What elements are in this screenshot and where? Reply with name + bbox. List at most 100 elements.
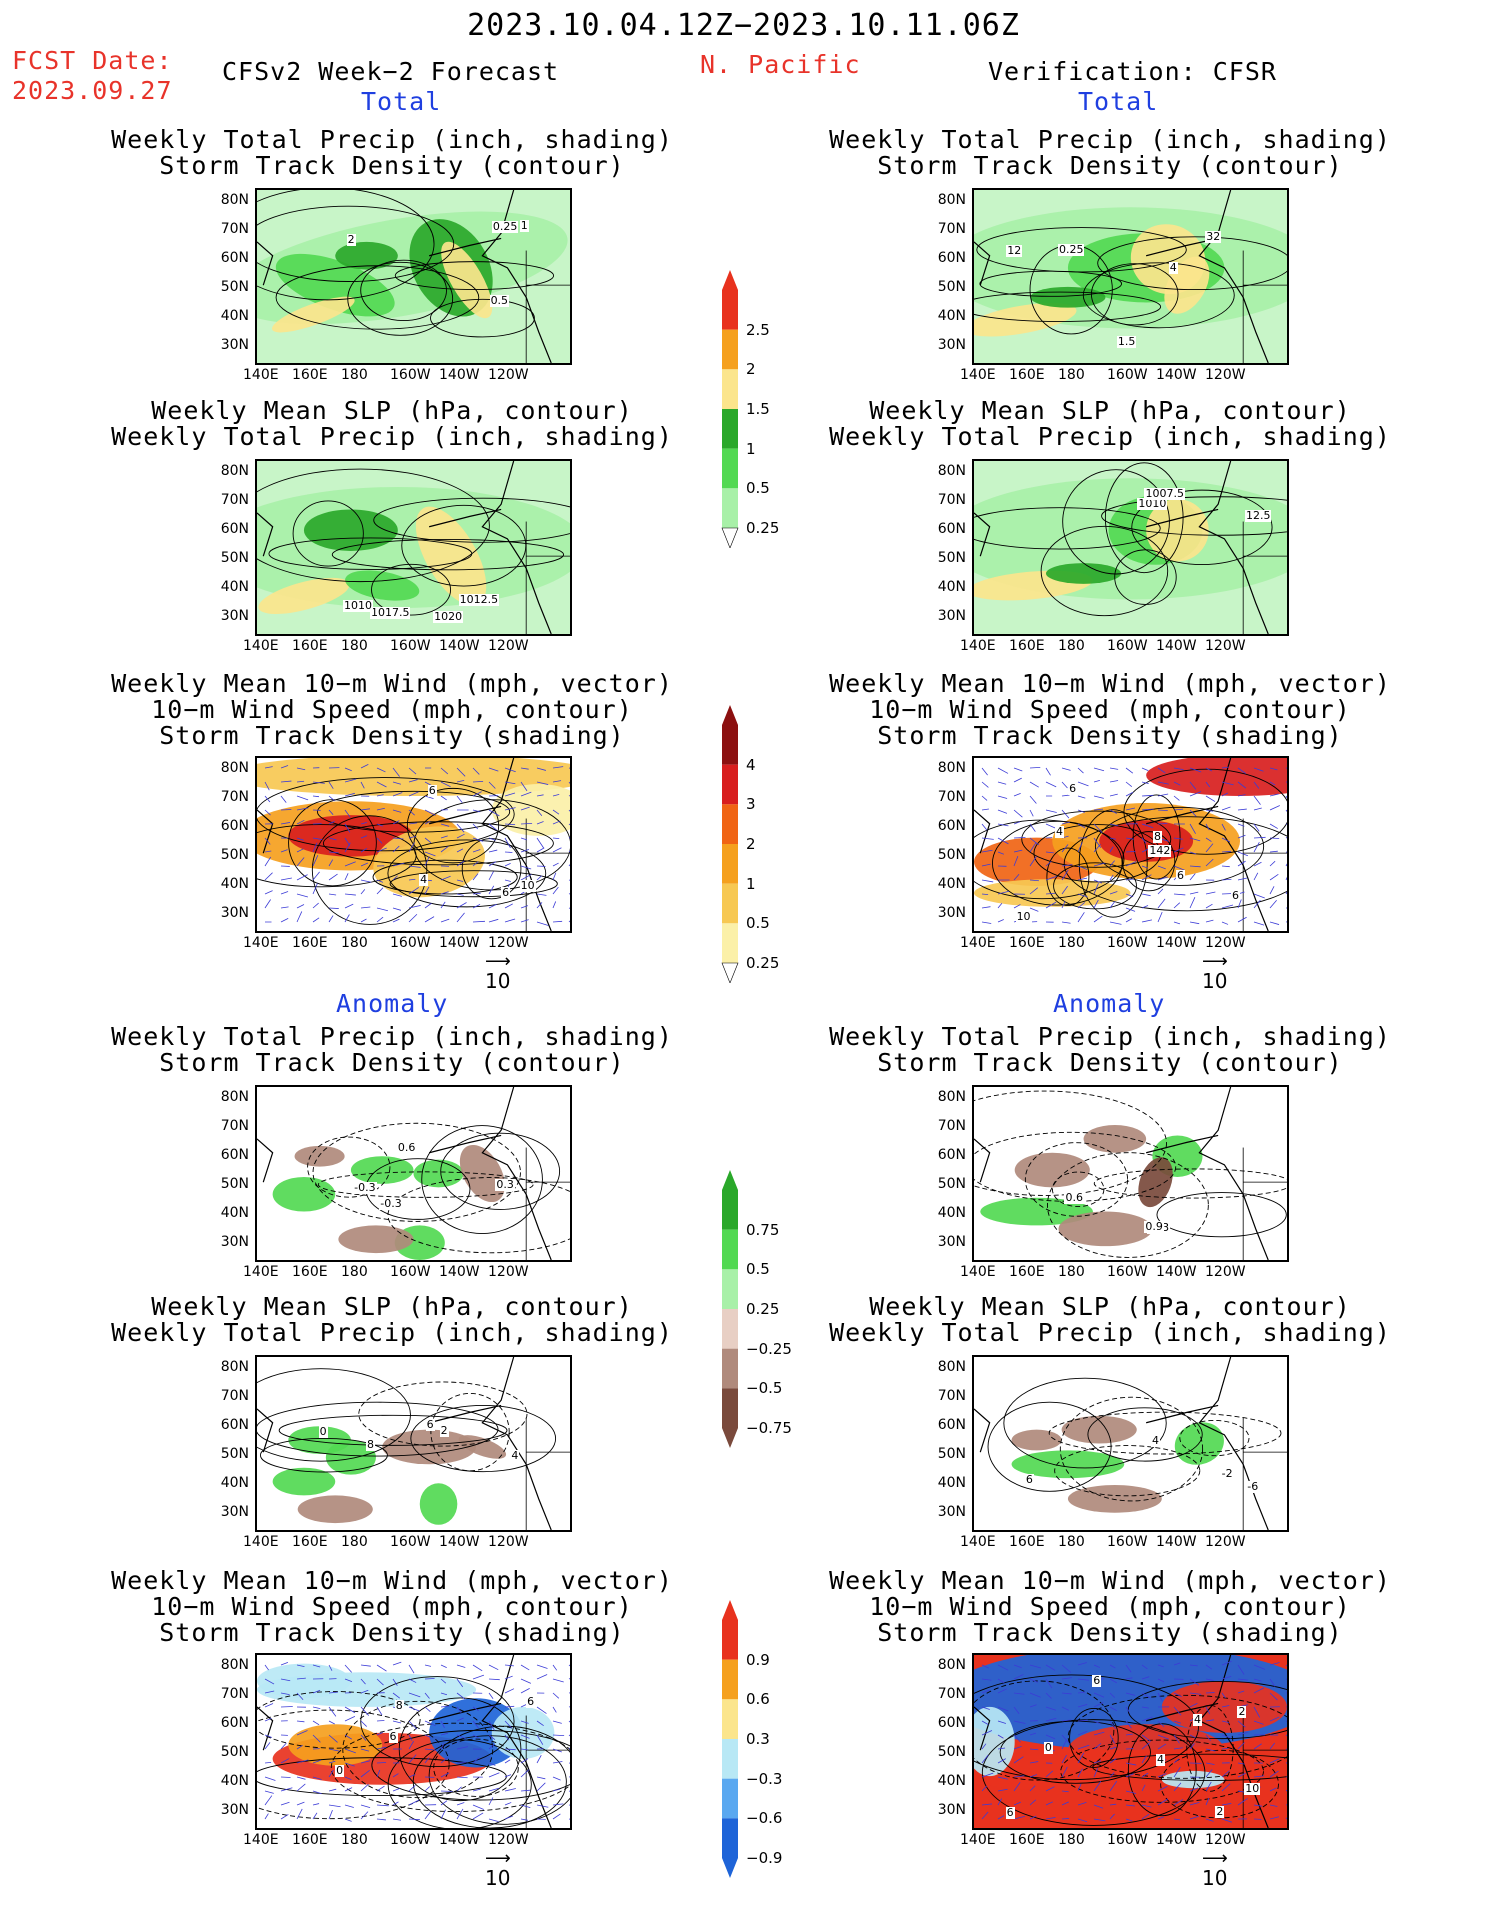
contour-label: 6: [501, 885, 511, 899]
colorbar-label: 0.6: [746, 1690, 770, 1709]
wind-vector: [1013, 1756, 1024, 1764]
panel-title-line: Weekly Total Precip (inch, shading): [111, 1022, 673, 1051]
contour-line: [278, 1414, 508, 1446]
wind-vector: [1205, 1769, 1213, 1778]
wind-vector: [1061, 1706, 1069, 1711]
wind-vector: [1221, 1803, 1232, 1806]
wind-vector: [1077, 902, 1085, 909]
wind-vector: [536, 1804, 549, 1808]
vector-reference-value: 10: [1202, 1866, 1228, 1890]
wind-vector: [328, 859, 334, 867]
colorbar-label: 0.25: [746, 954, 780, 972]
wind-vector: [1045, 1786, 1055, 1792]
contour-label: -0.3: [353, 1181, 377, 1195]
wind-vector: [1029, 1704, 1037, 1708]
shaded-region: [1067, 1485, 1162, 1513]
colorbar-swatch: [722, 725, 738, 765]
wind-vector: [472, 903, 481, 909]
contour-line: [410, 1404, 557, 1473]
wind-vector: [1205, 823, 1210, 831]
shaded-region: [345, 570, 420, 601]
wind-vector: [488, 809, 500, 817]
shaded-region: [419, 1483, 458, 1525]
wind-vector: [1029, 795, 1037, 804]
contour-label: 1010: [342, 599, 373, 613]
shaded-region: [1045, 563, 1122, 584]
lat-tick-label: 70N: [220, 492, 249, 508]
lat-tick-label: 50N: [220, 550, 249, 566]
wind-vector: [552, 886, 559, 895]
wind-vector: [296, 819, 305, 825]
map-canvas: [257, 461, 570, 634]
wind-vector: [1045, 1801, 1054, 1806]
wind-vector: [552, 837, 560, 840]
vector-reference-value: 10: [485, 1866, 511, 1890]
wind-vector: [981, 1754, 989, 1764]
wind-vector: [1173, 1720, 1182, 1724]
lat-tick-label: 60N: [220, 818, 249, 834]
wind-vector: [1029, 887, 1039, 895]
wind-vector: [376, 847, 387, 853]
wind-vector: [440, 835, 448, 839]
contour-line: [360, 259, 447, 322]
wind-vector: [1109, 891, 1118, 895]
lon-tick-label: 120W: [1205, 367, 1246, 383]
wind-vector: [997, 851, 1004, 855]
lat-tick-label: 50N: [220, 1176, 249, 1192]
panel-title: Weekly Mean 10−m Wind (mph, vector) 10−m …: [810, 1568, 1410, 1646]
wind-vector: [1061, 1664, 1071, 1673]
wind-vector: [1061, 1719, 1072, 1722]
wind-vector: [472, 1734, 479, 1739]
wind-vector: [1269, 837, 1280, 839]
wind-vector: [392, 845, 400, 853]
lat-tick-label: 60N: [937, 1417, 966, 1433]
wind-vector: [360, 1706, 369, 1716]
wind-vector: [328, 1706, 337, 1717]
wind-vector: [1013, 904, 1021, 909]
wind-vector: [1125, 1818, 1133, 1822]
wind-vector: [1029, 879, 1039, 882]
wind-vector: [1093, 1804, 1104, 1809]
wind-vector: [1221, 850, 1232, 853]
lat-tick-label: 30N: [937, 905, 966, 921]
contour-line: [1054, 1445, 1201, 1497]
wind-vector: [552, 847, 562, 853]
wind-vector: [1221, 806, 1231, 811]
wind-vector: [456, 1706, 462, 1714]
contour-label: 6: [1230, 889, 1240, 903]
wind-vector: [440, 1664, 447, 1668]
wind-vector: [981, 1678, 992, 1681]
wind-vector: [1013, 777, 1022, 783]
wind-vector: [488, 918, 499, 923]
wind-vector: [520, 849, 529, 853]
wind-vector: [456, 912, 465, 923]
wind-vector: [328, 1769, 334, 1778]
wind-vector: [1237, 794, 1246, 797]
colorbar-label: 2: [746, 360, 756, 379]
wind-vector: [440, 918, 450, 923]
wind-vector: [376, 1804, 389, 1807]
panel-title-line: Storm Track Density (contour): [159, 151, 625, 180]
wind-vector: [997, 890, 1010, 895]
wind-vector: [296, 1730, 308, 1736]
colorbar-end-triangle: [722, 1858, 738, 1878]
wind-vector: [328, 907, 339, 909]
wind-vector: [1061, 901, 1066, 909]
wind-vector: [1093, 862, 1106, 867]
wind-vector: [1013, 1706, 1020, 1715]
lon-tick-label: 160W: [390, 935, 431, 951]
map-plot: 6 10 4 6: [255, 756, 572, 933]
wind-vector: [456, 860, 465, 867]
wind-vector: [344, 914, 350, 923]
panel-title-line: Storm Track Density (contour): [877, 1048, 1343, 1077]
wind-vector: [264, 766, 273, 769]
wind-vector: [296, 1783, 306, 1792]
wind-vector: [1077, 1703, 1088, 1708]
wind-vector: [424, 856, 430, 867]
panel-title: Weekly Mean 10−m Wind (mph, vector) 10−m …: [810, 671, 1410, 749]
wind-vector: [552, 901, 557, 909]
wind-vector: [1029, 1799, 1037, 1806]
map-canvas: [974, 1655, 1287, 1828]
contour-label: -2: [1220, 1466, 1234, 1480]
map-canvas: [257, 1087, 570, 1260]
